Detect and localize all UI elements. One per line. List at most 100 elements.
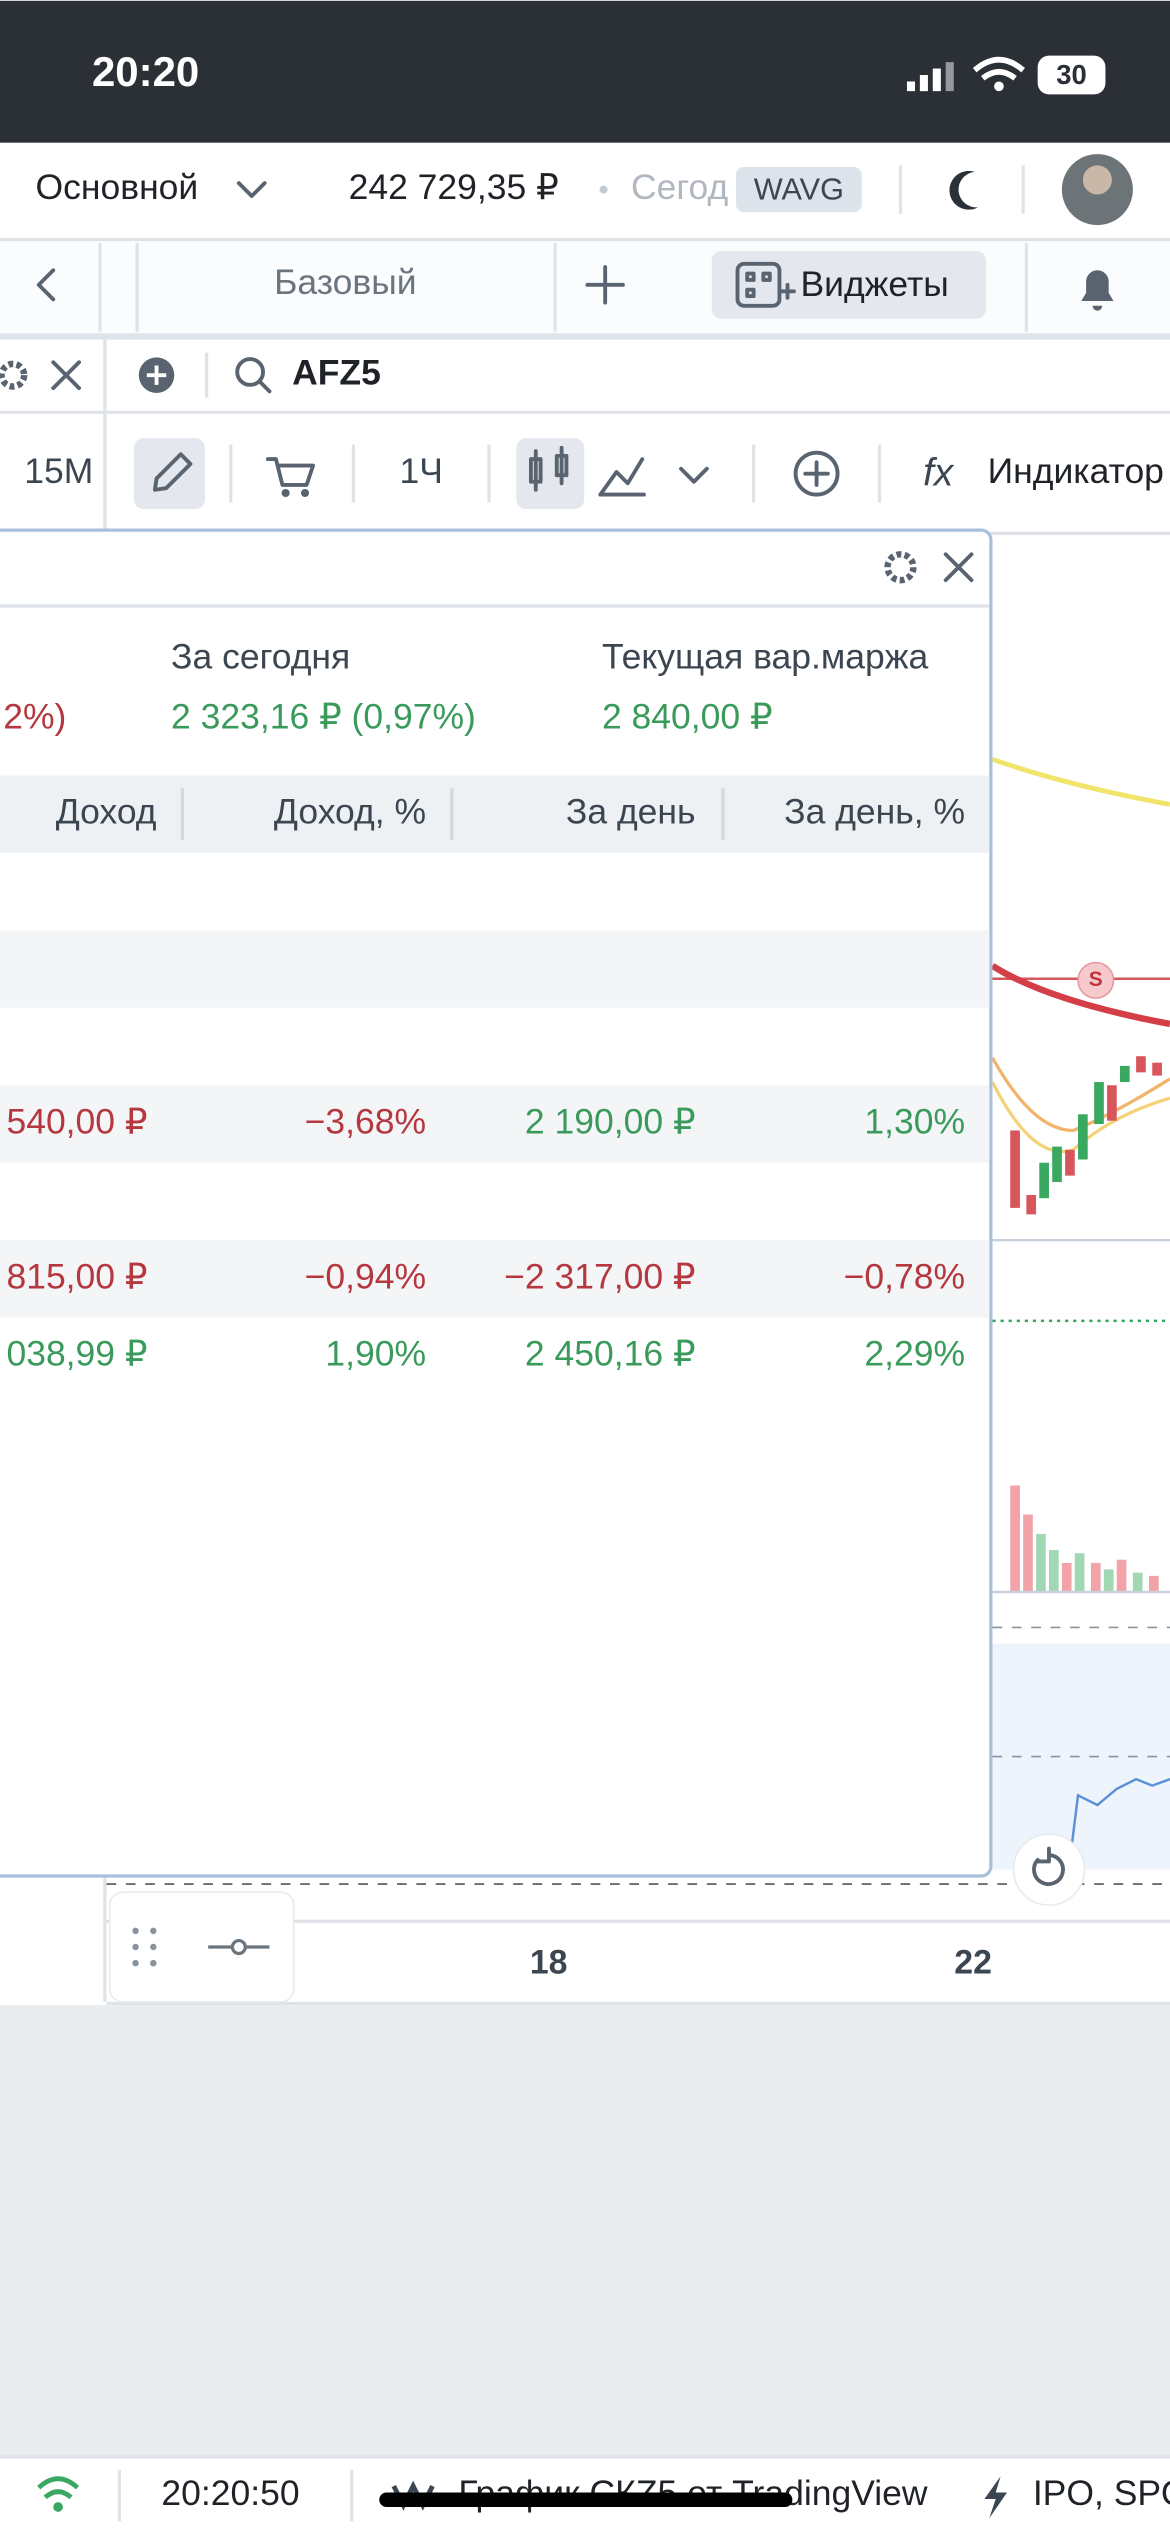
table-cell: 2 450,16 ₽ <box>525 1334 696 1374</box>
volume-decor <box>1010 1485 1159 1592</box>
ma-line <box>991 756 1170 807</box>
table-cell: −0,94% <box>305 1256 426 1296</box>
table-cell: 1,30% <box>864 1101 965 1141</box>
drag-handle[interactable] <box>132 1927 157 1967</box>
home-indicator <box>379 2492 793 2508</box>
column-header: За день, % <box>784 792 965 832</box>
table-cell: 2 190,00 ₽ <box>525 1101 696 1141</box>
summary-value: 2 323,16 ₽ (0,97%) <box>171 696 476 736</box>
add-indicator-plus <box>803 460 830 487</box>
signal-icon <box>906 62 954 92</box>
badge: WAVG <box>754 172 844 206</box>
left-panel <box>0 339 105 531</box>
table-cell: 1,90% <box>325 1334 426 1374</box>
cart-wheel <box>281 488 290 498</box>
balance: 242 729,35 ₽ <box>349 167 559 207</box>
chart-interval[interactable]: 1Ч <box>399 451 442 491</box>
cart-wheel <box>300 488 310 498</box>
status-bar <box>0 0 1170 143</box>
reset-button[interactable] <box>1012 1833 1086 1906</box>
portfolio-widget <box>0 528 993 1878</box>
add-symbol-plus <box>146 365 167 385</box>
zoom-thumb[interactable] <box>230 1938 247 1956</box>
candles-icon <box>529 445 569 492</box>
pencil-icon <box>152 452 193 492</box>
wifi-dot <box>994 81 1004 92</box>
table-cell: 540,00 ₽ <box>6 1101 147 1141</box>
table-cell: 815,00 ₽ <box>6 1256 147 1296</box>
add-tab[interactable] <box>585 265 625 305</box>
cart-icon[interactable] <box>265 457 316 487</box>
table-row-stripe <box>0 930 990 1008</box>
today-label: Сегод <box>631 167 729 207</box>
reset-icon <box>1032 1846 1065 1886</box>
x-axis-label: 18 <box>530 1944 568 1982</box>
connection-dot <box>53 2502 63 2512</box>
table-cell: −0,78% <box>844 1256 965 1296</box>
sell-marker <box>1077 961 1115 999</box>
table-header <box>0 775 990 853</box>
column-separators <box>180 788 725 840</box>
summary-value: 2 840,00 ₽ <box>602 696 773 736</box>
tabs-bar <box>0 241 1170 334</box>
widgets-icon <box>735 261 796 308</box>
ma-line <box>990 963 1170 1028</box>
notifications[interactable] <box>1081 270 1114 311</box>
indicators[interactable]: Индикатор <box>988 451 1164 491</box>
x-axis-label: 22 <box>954 1944 992 1982</box>
table-cell: 038,99 ₽ <box>6 1334 147 1374</box>
table-cell: −2 317,00 ₽ <box>504 1256 695 1296</box>
widget-close[interactable] <box>943 552 974 583</box>
avatar-face <box>1082 165 1112 195</box>
flash-icon <box>984 2476 1008 2519</box>
header <box>0 142 1170 240</box>
widget-settings[interactable] <box>884 551 917 584</box>
connection-icon <box>37 2476 80 2500</box>
layout-tab[interactable]: Базовый <box>274 262 416 302</box>
chart-controls <box>108 1891 295 2003</box>
sell-marker-label: S <box>1089 968 1103 991</box>
candles-decor <box>1010 1056 1162 1215</box>
table-cell: −3,68% <box>305 1101 426 1141</box>
summary-value: 2%) <box>3 696 66 736</box>
add-indicator[interactable] <box>793 450 840 497</box>
back-button[interactable] <box>36 268 56 302</box>
widgets-label: Виджеты <box>800 264 948 304</box>
theme-toggle[interactable] <box>949 170 978 210</box>
ma-line <box>991 1057 1170 1133</box>
area-icon[interactable] <box>598 457 646 497</box>
table-row-stripe <box>0 1085 990 1163</box>
summary-label: Текущая вар.маржа <box>602 637 929 677</box>
ticker[interactable]: AFZ5 <box>292 353 381 393</box>
settings-icon[interactable] <box>0 360 28 390</box>
chevron[interactable] <box>679 466 709 484</box>
background <box>0 2005 1170 2457</box>
draw-button[interactable] <box>133 438 205 510</box>
divider <box>0 333 1170 340</box>
oscillator-band <box>992 1643 1170 1870</box>
oscillator-line <box>1067 1777 1170 1873</box>
column-header: Доход, % <box>274 792 426 832</box>
interval[interactable]: 15М <box>24 451 93 491</box>
table-row-stripe <box>0 1240 990 1318</box>
close-icon[interactable] <box>51 360 82 391</box>
battery-level: 30 <box>1056 59 1087 90</box>
candles-button[interactable] <box>516 438 585 510</box>
dot <box>599 185 608 194</box>
wifi-icon <box>972 56 1025 81</box>
chevron <box>236 181 267 198</box>
summary-label: За сегодня <box>171 637 350 677</box>
column-header: Доход <box>56 792 157 832</box>
search-handle <box>257 379 272 394</box>
badge-bg[interactable] <box>735 167 862 213</box>
table-cell: 2,29% <box>864 1334 965 1374</box>
column-header: За день <box>566 792 696 832</box>
search-icon <box>235 357 265 387</box>
account-select[interactable]: Основной <box>36 167 199 207</box>
server-time: 20:20:50 <box>161 2473 299 2513</box>
news-ticker[interactable]: IPO, SPO <box>1033 2473 1170 2513</box>
battery <box>1037 55 1106 95</box>
fx-icon: fx <box>923 451 955 494</box>
